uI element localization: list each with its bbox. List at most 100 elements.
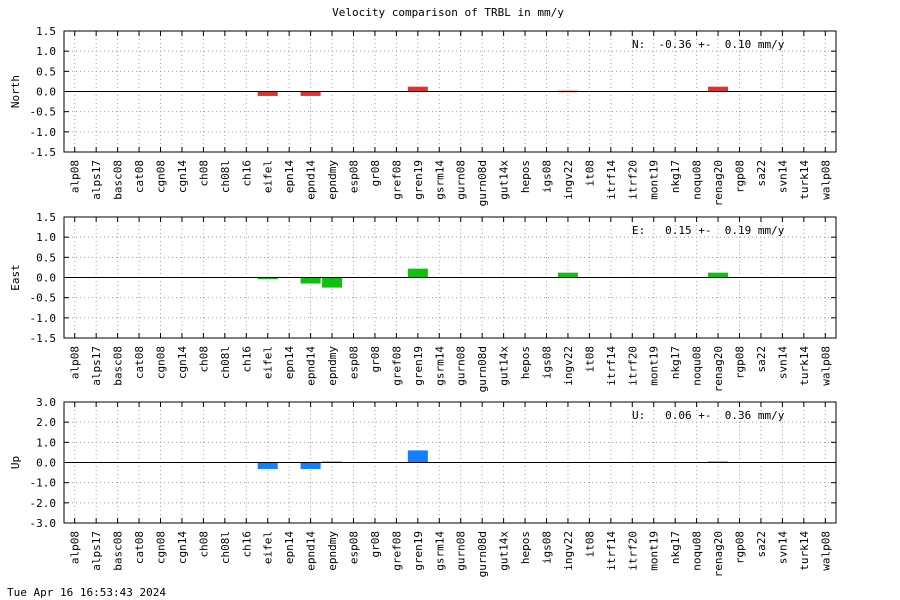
x-tick-label: gren19 [412,160,425,200]
bar-ingv22 [557,272,578,278]
x-tick-label: ch16 [240,346,253,373]
x-tick-label: it08 [583,346,596,373]
x-tick-label: gut14x [498,160,511,200]
x-tick-label: svn14 [776,346,789,379]
y-tick-label: -1.5 [30,146,57,159]
x-tick-label: igs08 [541,531,554,564]
x-tick-label: ch08 [197,160,210,187]
x-tick-label: ingv22 [562,531,575,571]
x-tick-label: rgp08 [734,531,747,564]
y-tick-label: 0.5 [36,251,56,264]
panel-up: 3.0 2.0 1.0 0.0 -1.0 -2.0 -3.0 alp08 alps17 basc0… [9,396,837,577]
x-tick-label: epndmy [326,531,339,571]
x-tick-label: gsrm14 [433,160,446,200]
x-tick-label: alp08 [69,160,82,193]
x-tick-label: hepos [519,531,532,564]
bar-eifel [257,462,278,469]
x-tick-label: itrf14 [605,160,618,200]
x-tick-label: cat08 [133,160,146,193]
x-tick-label: gsrm14 [433,346,446,386]
x-tick-label: epnd14 [305,531,318,571]
x-tick-label: epn14 [283,531,296,564]
x-tick-label: epnd14 [305,346,318,386]
x-tick-label: esp08 [348,346,361,379]
x-tick-label: walp08 [819,160,832,200]
y-tick-label: -0.5 [30,292,57,305]
x-tick-label: epn14 [283,346,296,379]
x-tick-label: gurn08d [476,346,489,392]
x-tick-label: nkg17 [669,346,682,379]
x-tick-label: cgn14 [176,531,189,564]
x-tick-label: eifel [262,160,275,193]
x-tick-label: gren19 [412,531,425,571]
x-tick-label: basc08 [112,346,125,386]
x-tick-label: rgp08 [734,160,747,193]
bar-eifel [257,91,278,96]
x-tick-label: gurn08d [476,531,489,577]
x-tick-label: epn14 [283,160,296,193]
x-tick-label: gurn08 [455,346,468,386]
x-tick-label: ingv22 [562,346,575,386]
bar-gren19 [407,268,428,278]
x-tick-label: gr08 [369,346,382,373]
x-tick-label: ch16 [240,531,253,558]
plot-frame [63,401,837,524]
x-tick-label: itrf20 [626,160,639,200]
bar-epndmy [322,277,343,288]
x-tick-label: esp08 [348,160,361,193]
x-tick-label: svn14 [776,531,789,564]
x-tick-label: nkg17 [669,160,682,193]
x-tick-label: igs08 [541,160,554,193]
bar-eifel [257,277,278,279]
y-tick-label: 0.0 [36,457,56,470]
x-tick-label: gurn08 [455,531,468,571]
bar-epnd14 [300,462,321,469]
y-tick-label: -1.0 [30,477,57,490]
x-tick-label: renag20 [712,160,725,206]
x-tick-label: mont19 [648,531,661,571]
chart-title: Velocity comparison of TRBL in mm/y [332,6,564,19]
x-tick-label: walp08 [819,531,832,571]
x-tick-label: alps17 [90,160,103,200]
x-tick-label: itrf14 [605,346,618,386]
x-tick-label: ch08l [219,160,232,193]
x-tick-label: it08 [583,160,596,187]
x-tick-label: it08 [583,531,596,558]
x-tick-label: ingv22 [562,160,575,200]
x-tick-label: gut14x [498,346,511,386]
x-tick-label: noqu08 [691,531,704,571]
x-tick-label: turk14 [798,160,811,200]
x-tick-label: cgn08 [155,531,168,564]
stats-annotation: E: 0.15 +- 0.19 mm/y [632,224,785,237]
x-tick-label: mont19 [648,160,661,200]
x-tick-label: basc08 [112,531,125,571]
x-tick-label: alps17 [90,531,103,571]
x-tick-label: itrf14 [605,531,618,571]
x-tick-label: esp08 [348,531,361,564]
x-tick-label: gr08 [369,531,382,558]
y-tick-label: 3.0 [36,396,56,409]
x-tick-label: turk14 [798,346,811,386]
x-tick-label: mont19 [648,346,661,386]
bar-gren19 [407,86,428,92]
y-axis-label: Up [9,456,22,469]
x-tick-label: cgn08 [155,160,168,193]
y-tick-label: 1.0 [36,231,56,244]
y-tick-label: 0.5 [36,65,56,78]
y-tick-label: 1.0 [36,436,56,449]
x-tick-label: ch08 [197,346,210,373]
y-tick-label: -0.5 [30,106,57,119]
x-tick-label: gurn08d [476,160,489,206]
x-tick-label: gr08 [369,160,382,187]
stats-annotation: U: 0.06 +- 0.36 mm/y [632,409,785,422]
x-tick-label: renag20 [712,346,725,392]
x-tick-label: hepos [519,160,532,193]
bar-renag20 [708,272,729,278]
x-tick-label: alps17 [90,346,103,386]
timestamp-footer: Tue Apr 16 16:53:43 2024 [7,586,166,599]
x-tick-label: cgn08 [155,346,168,379]
x-tick-label: itrf20 [626,531,639,571]
y-tick-label: -2.0 [30,497,57,510]
x-tick-label: alp08 [69,346,82,379]
plot-frame [63,30,837,153]
